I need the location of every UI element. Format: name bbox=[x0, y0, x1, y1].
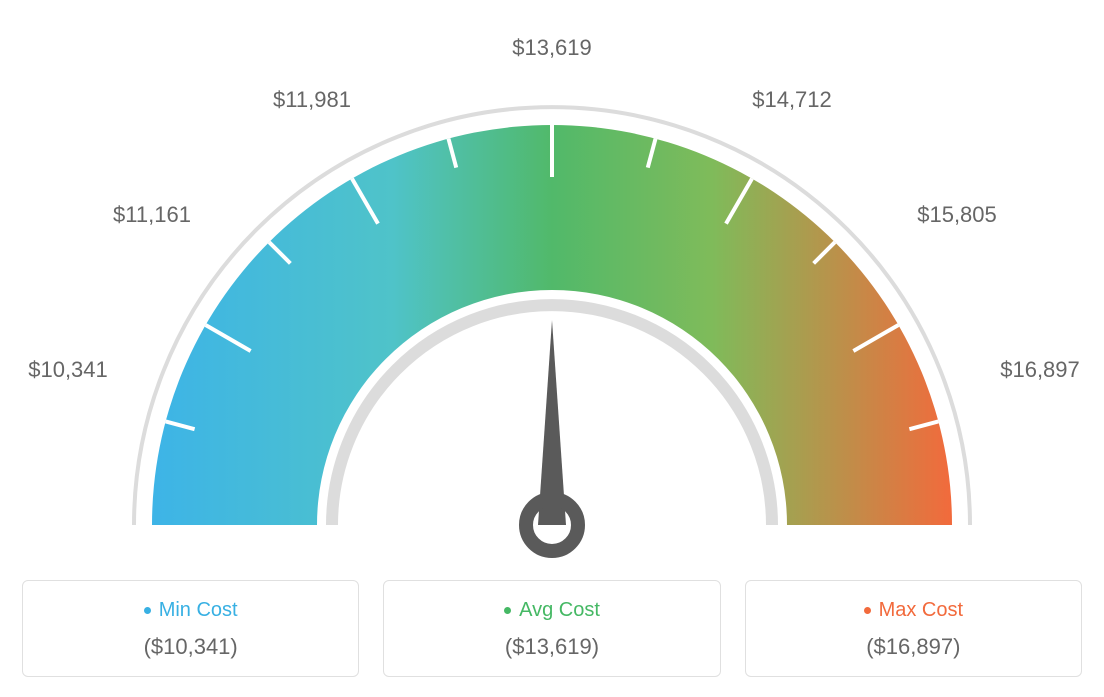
gauge-tick-label: $13,619 bbox=[512, 35, 592, 61]
summary-card-label: Avg Cost bbox=[519, 599, 600, 622]
summary-card-value: ($16,897) bbox=[756, 634, 1071, 660]
gauge-tick-label: $11,161 bbox=[113, 202, 191, 228]
gauge-tick-label: $15,805 bbox=[917, 202, 997, 228]
summary-card: Avg Cost ($13,619) bbox=[383, 580, 720, 677]
gauge-chart: $10,341 $11,161 $11,981 $13,619 $14,712 $15,8… bbox=[22, 20, 1082, 580]
summary-card-title: Avg Cost bbox=[504, 599, 600, 622]
gauge-tick-label: $16,897 bbox=[1000, 357, 1080, 383]
gauge-tick-label: $11,981 bbox=[273, 87, 351, 113]
summary-card-title: Max Cost bbox=[864, 599, 963, 622]
gauge-tick-label: $10,341 bbox=[28, 357, 108, 383]
summary-dot-icon bbox=[504, 607, 511, 614]
gauge-svg bbox=[22, 20, 1082, 580]
summary-card-title: Min Cost bbox=[144, 599, 238, 622]
summary-card: Min Cost ($10,341) bbox=[22, 580, 359, 677]
summary-dot-icon bbox=[864, 607, 871, 614]
summary-card-value: ($10,341) bbox=[33, 634, 348, 660]
summary-card-label: Min Cost bbox=[159, 599, 238, 622]
summary-card: Max Cost ($16,897) bbox=[745, 580, 1082, 677]
summary-card-value: ($13,619) bbox=[394, 634, 709, 660]
gauge-tick-label: $14,712 bbox=[752, 87, 832, 113]
summary-dot-icon bbox=[144, 607, 151, 614]
summary-cards: Min Cost ($10,341) Avg Cost ($13,619) Max Co… bbox=[22, 580, 1082, 677]
summary-card-label: Max Cost bbox=[879, 599, 963, 622]
